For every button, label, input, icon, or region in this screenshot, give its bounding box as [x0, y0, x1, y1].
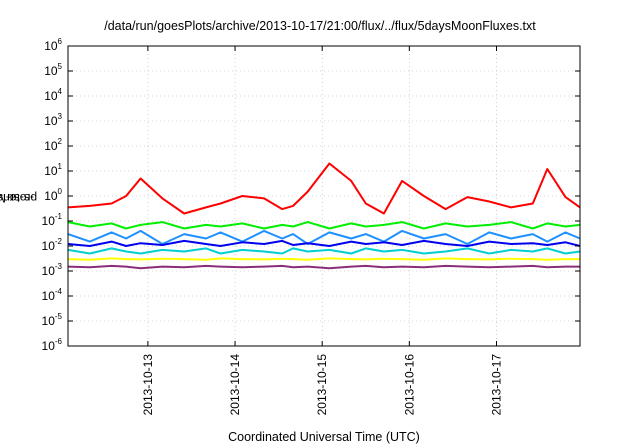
y-tick-label: 10-4 — [42, 287, 63, 303]
series-line-6 — [67, 257, 580, 261]
y-tick-label: 10-3 — [42, 262, 63, 278]
x-tick-label: 2013-10-13 — [141, 354, 155, 416]
y-tick-label: 106 — [44, 37, 62, 53]
y-tick-label: 104 — [44, 87, 62, 103]
y-tick-label: 10-2 — [42, 237, 63, 253]
series-line-1 — [67, 162, 581, 215]
series-line-3 — [67, 229, 581, 245]
x-tick-label: 2013-10-15 — [315, 354, 329, 416]
y-tick-label: 102 — [44, 137, 62, 153]
tick-layer: 10-6 10-5 10-4 10-3 10-2 10-1 100 101 102 103 104 1… — [42, 37, 580, 415]
y-tick-label: 105 — [44, 62, 62, 78]
y-tick-label: 101 — [44, 162, 62, 178]
series-layer — [67, 162, 581, 270]
x-axis-label: Coordinated Universal Time (UTC) — [228, 430, 420, 444]
chart-title: /data/run/goesPlots/archive/2013-10-17/2… — [104, 19, 536, 33]
x-tick-label: 2013-10-17 — [489, 354, 503, 416]
series-line-5 — [67, 247, 581, 255]
y-tick-label: 10-1 — [42, 212, 63, 228]
y-tick-label: 100 — [44, 187, 62, 203]
x-tick-label: 2013-10-16 — [402, 354, 416, 416]
series-line-7 — [67, 264, 580, 270]
x-tick-label: 2013-10-14 — [228, 354, 242, 416]
series-line-4 — [67, 239, 581, 247]
y-tick-label: 10-5 — [42, 312, 63, 328]
y-tick-label: 103 — [44, 112, 62, 128]
grid-layer — [68, 46, 580, 346]
y-tick-label: 10-6 — [42, 337, 63, 353]
series-line-2 — [67, 221, 581, 230]
